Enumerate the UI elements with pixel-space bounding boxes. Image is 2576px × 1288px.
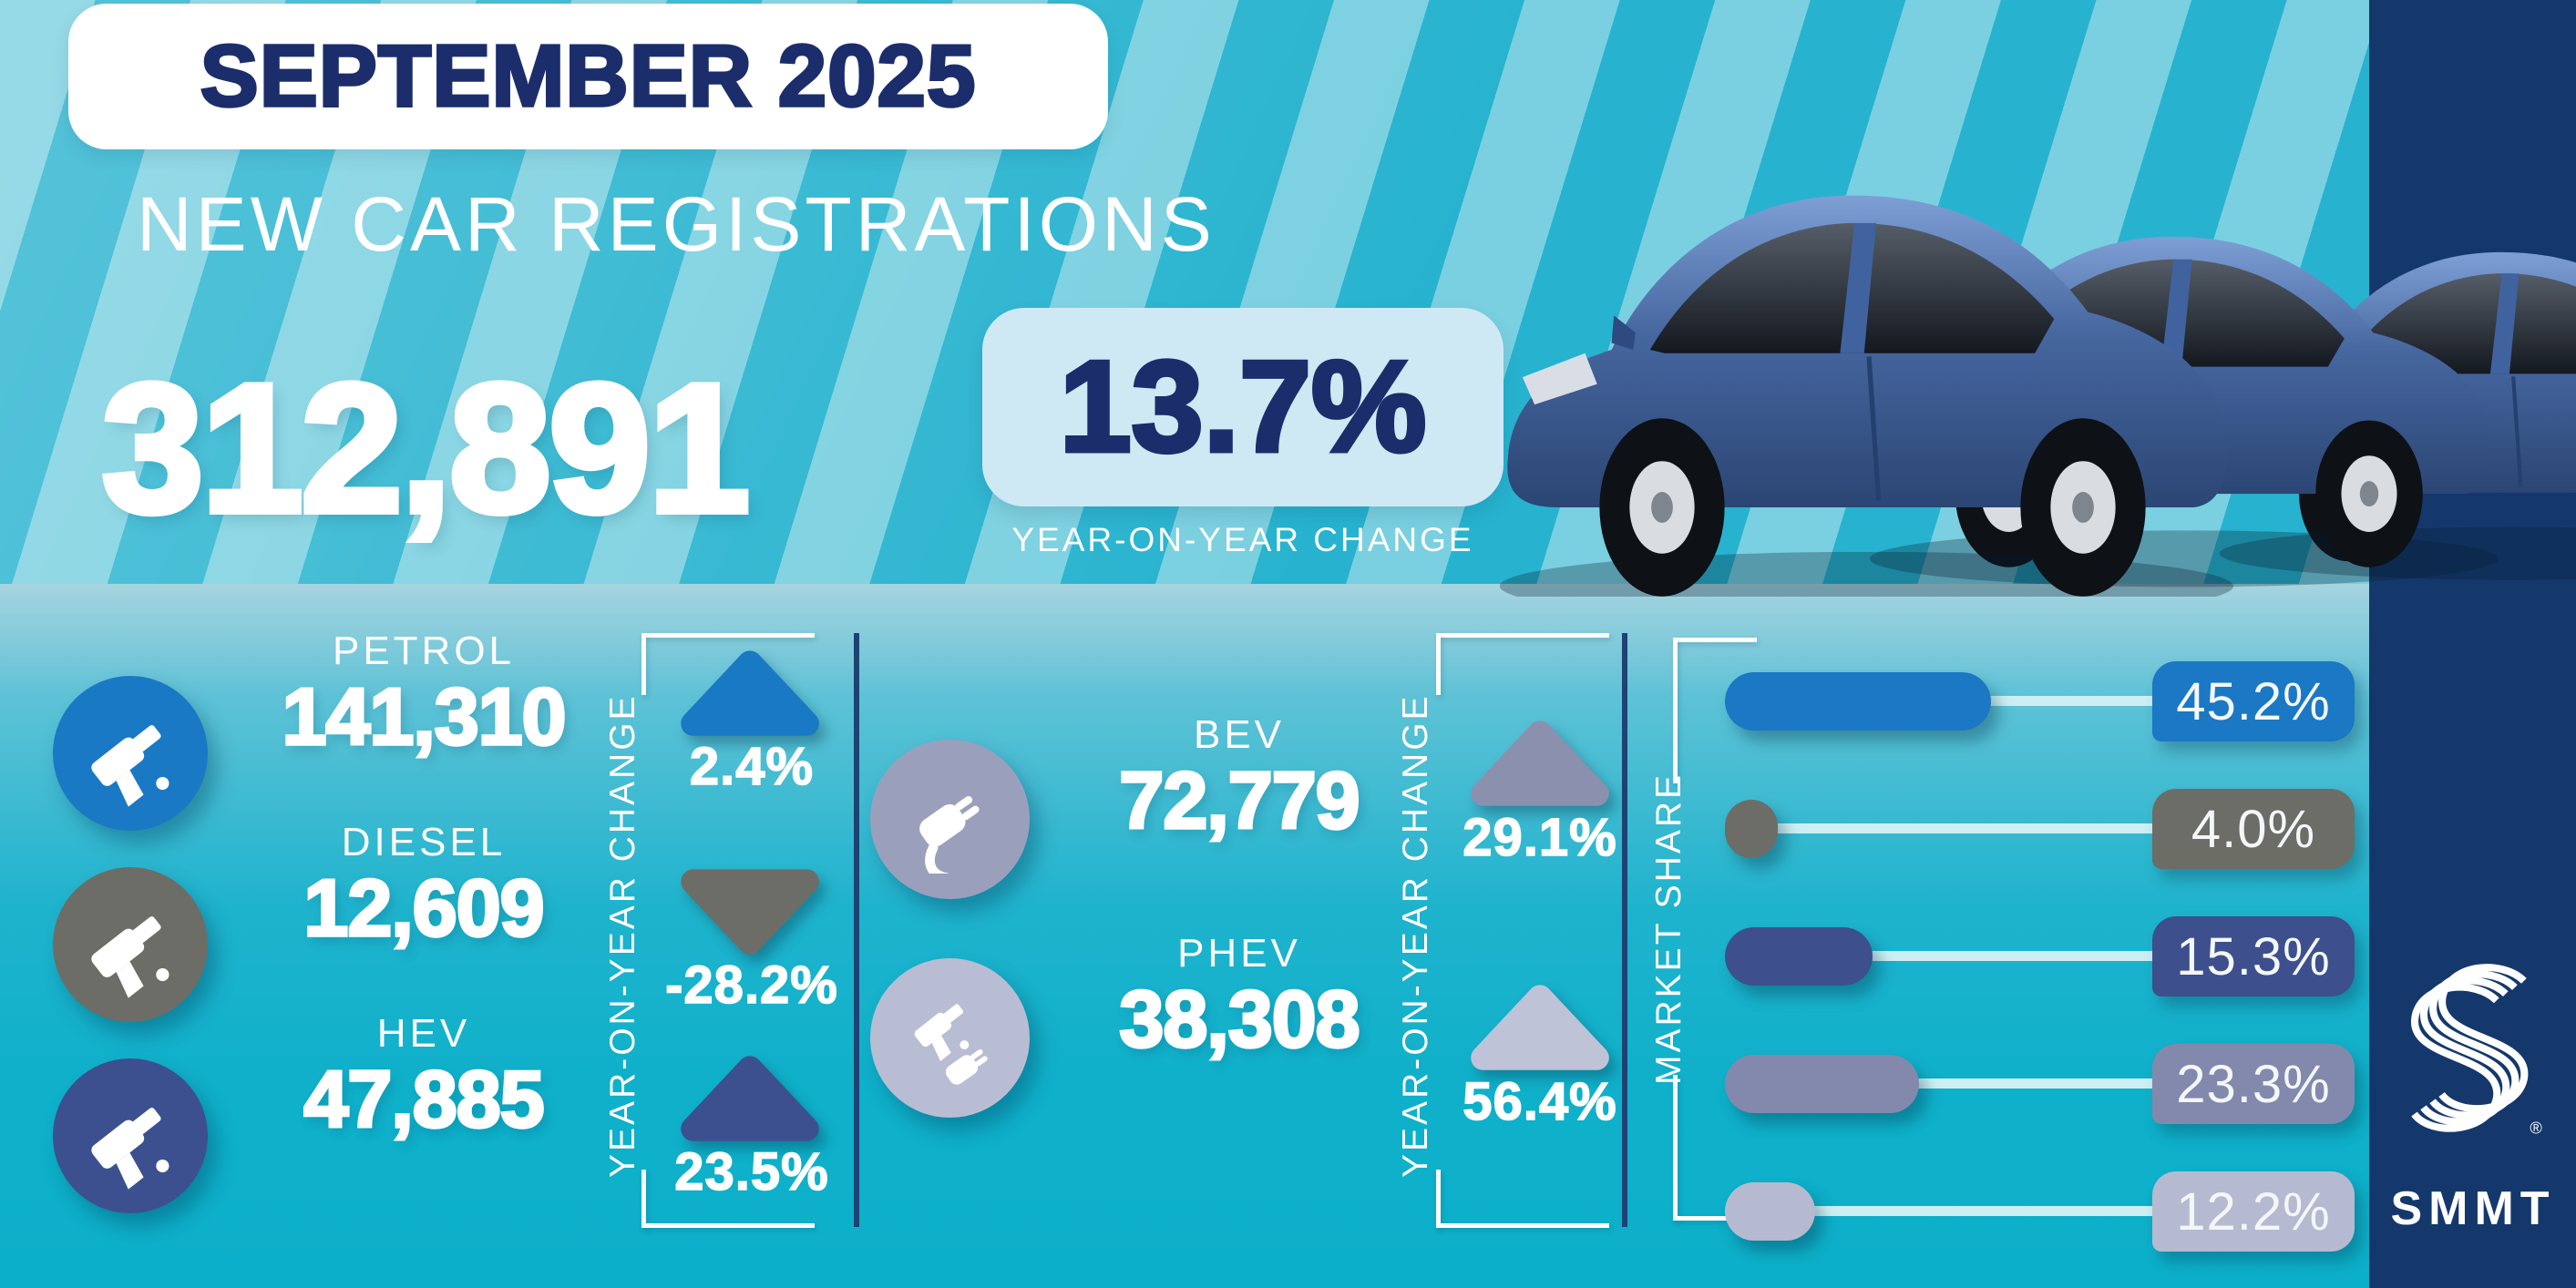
column-divider-2: [1622, 633, 1627, 1227]
right-bracket-bottom-arm: [1436, 1223, 1609, 1228]
share-track-hev: [1740, 951, 2160, 961]
share-track-diesel: [1740, 823, 2160, 833]
share-bracket-bottom-arm: [1673, 1216, 1757, 1221]
petrol-value: 141,310: [281, 670, 569, 763]
share-bar-phev: [1725, 1182, 1815, 1241]
diesel-down-arrow: [681, 869, 819, 955]
total-yoy-caption: YEAR-ON-YEAR CHANGE: [1011, 521, 1474, 558]
smmt-logo-text: SMMT: [2390, 1182, 2556, 1235]
period-text: SEPTEMBER 2025: [199, 26, 977, 127]
hev-label: HEV: [376, 1011, 471, 1056]
total-yoy-panel: 13.7%: [982, 308, 1504, 506]
right-bracket-top-segment: [1436, 633, 1441, 695]
brand-sidebar: [2369, 0, 2576, 1288]
hev-yoy-value: 23.5%: [674, 1141, 829, 1202]
share-bar-diesel: [1725, 800, 1778, 858]
phev-up-arrow: [1471, 985, 1609, 1070]
share-value-hev: 15.3%: [2176, 926, 2331, 986]
diesel-pump-icon: [53, 867, 208, 1022]
bev-value: 72,779: [1118, 753, 1362, 847]
share-track-phev: [1740, 1206, 2160, 1216]
blue-cars-illustration: [1485, 178, 2576, 597]
share-bar-bev: [1725, 1055, 1919, 1113]
share-badge-petrol: 45.2%: [2152, 661, 2355, 741]
left-bracket-bottom-segment: [641, 1170, 646, 1228]
phev-plug-pump-icon: [870, 958, 1030, 1118]
share-bracket-top-segment: [1673, 638, 1678, 783]
phev-yoy-value: 56.4%: [1462, 1071, 1617, 1132]
bev-yoy-value: 29.1%: [1462, 807, 1617, 868]
phev-value: 38,308: [1118, 972, 1362, 1066]
share-badge-hev: 15.3%: [2152, 916, 2355, 997]
bev-up-arrow: [1471, 721, 1609, 806]
share-bar-petrol: [1725, 672, 1991, 731]
share-bracket-top-arm: [1673, 638, 1757, 642]
total-yoy-value: 13.7%: [1057, 332, 1429, 482]
hev-value: 47,885: [303, 1052, 547, 1146]
left-bracket-top-segment: [641, 633, 646, 695]
registered-mark: ®: [2530, 1119, 2542, 1138]
diesel-label: DIESEL: [341, 820, 507, 864]
share-badge-bev: 23.3%: [2152, 1044, 2355, 1124]
hev-up-arrow: [681, 1056, 819, 1141]
share-bracket-bottom-segment: [1673, 1075, 1678, 1221]
left-bracket-top-arm: [641, 633, 815, 638]
petrol-yoy-value: 2.4%: [689, 736, 815, 797]
diesel-yoy-value: -28.2%: [664, 955, 838, 1016]
share-badge-diesel: 4.0%: [2152, 789, 2355, 869]
phev-label: PHEV: [1177, 931, 1301, 976]
petrol-label: PETROL: [332, 629, 516, 673]
right-bracket-top-arm: [1436, 633, 1609, 638]
share-badge-phev: 12.2%: [2152, 1171, 2355, 1252]
right-bracket-bottom-segment: [1436, 1170, 1441, 1228]
share-value-bev: 23.3%: [2176, 1054, 2331, 1114]
share-value-diesel: 4.0%: [2191, 799, 2316, 859]
hev-pump-icon: [53, 1058, 208, 1213]
smmt-logo-s-icon: ®: [2411, 964, 2542, 1138]
market-share-axis-label: MARKET SHARE: [1649, 772, 1688, 1086]
bev-plug-icon: [870, 740, 1030, 899]
diesel-value: 12,609: [303, 861, 547, 955]
total-registrations: 312,891: [98, 343, 754, 554]
period-banner: SEPTEMBER 2025: [68, 4, 1108, 149]
bev-label: BEV: [1193, 712, 1286, 757]
share-track-bev: [1740, 1078, 2160, 1089]
share-value-petrol: 45.2%: [2176, 671, 2331, 731]
smmt-logo: ® SMMT: [2386, 947, 2561, 1236]
share-bar-hev: [1725, 927, 1873, 986]
column-divider-1: [854, 633, 859, 1227]
petrol-up-arrow: [681, 650, 819, 736]
share-value-phev: 12.2%: [2176, 1181, 2331, 1242]
petrol-pump-icon: [53, 676, 208, 831]
page-title: NEW CAR REGISTRATIONS: [137, 181, 1216, 267]
left-bracket-bottom-arm: [641, 1223, 815, 1228]
